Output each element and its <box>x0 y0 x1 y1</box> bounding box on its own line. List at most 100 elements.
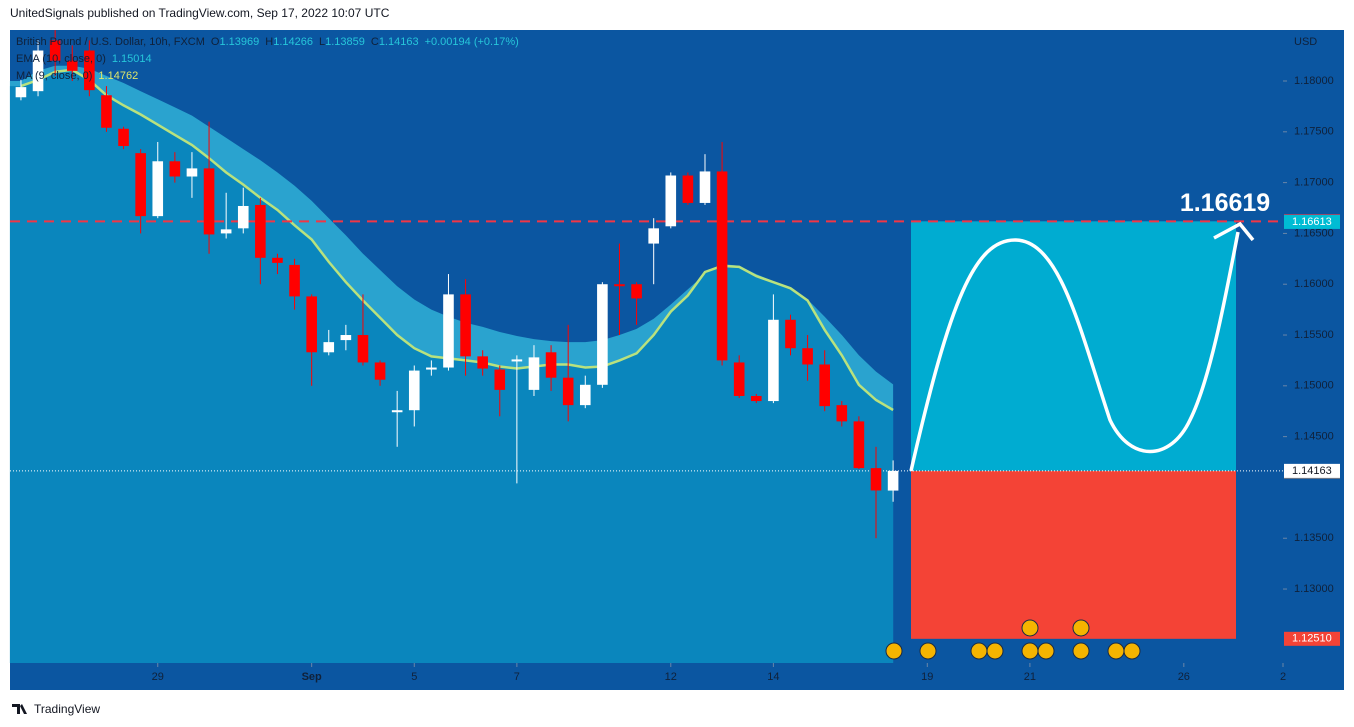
price-tag: 1.14163 <box>1292 465 1332 477</box>
ma-name: MA (9, close, 0) <box>16 70 92 82</box>
ohlc-value: 1.14266 <box>273 36 313 48</box>
candle-body <box>15 87 27 98</box>
candle-body <box>289 264 300 297</box>
candle-body <box>836 405 848 422</box>
candle-body <box>699 171 711 203</box>
footer: TradingView <box>34 702 100 716</box>
y-tick-label: 1.18000 <box>1294 75 1334 87</box>
candle-body <box>870 468 882 491</box>
target-label: 1.16619 <box>1180 189 1270 217</box>
ohlc-value: 1.13969 <box>219 36 259 48</box>
ohlc-key: O <box>211 36 220 48</box>
candle-body <box>169 161 181 177</box>
ohlc-key: L <box>319 36 325 48</box>
candle-body <box>443 294 454 368</box>
candle-body <box>562 377 574 406</box>
header: UnitedSignals published on TradingView.c… <box>10 6 390 20</box>
x-tick-label: 26 <box>1178 671 1190 683</box>
x-tick-label: Sep <box>302 671 322 683</box>
candle-body <box>545 352 557 378</box>
price-tag: 1.16613 <box>1292 216 1332 228</box>
candle-body <box>750 395 762 402</box>
change: +0.00194 (+0.17%) <box>425 36 519 48</box>
candle-body <box>220 229 232 234</box>
candle-body <box>477 356 488 369</box>
candle-body <box>357 335 369 363</box>
price-tag-bg <box>1284 463 1340 478</box>
candle-body <box>186 168 198 177</box>
candle-body <box>203 168 215 235</box>
ohlc-value: 1.13859 <box>325 36 365 48</box>
event-flag <box>1072 619 1090 637</box>
x-tick-label: 21 <box>1024 671 1036 683</box>
logo <box>12 704 27 714</box>
ohlc-value: 1.14163 <box>379 36 419 48</box>
candle-body <box>237 205 249 229</box>
event-flag <box>919 642 937 660</box>
candle-body <box>802 348 813 365</box>
event-flag <box>885 642 903 660</box>
event-flag <box>1021 642 1039 660</box>
price-tag-bg <box>1284 631 1340 646</box>
candle-body <box>118 128 129 147</box>
overlay: 1.16619 <box>885 189 1270 660</box>
y-tick-label: 1.16500 <box>1294 227 1334 239</box>
y-tick-label: 1.17000 <box>1294 177 1334 189</box>
candle-body <box>716 171 728 361</box>
y-tick-label: 1.13500 <box>1294 532 1334 544</box>
candle-body <box>460 294 471 357</box>
event-flag <box>1123 642 1141 660</box>
candle-body <box>494 369 506 390</box>
candle-body <box>84 50 95 91</box>
candle-body <box>631 284 642 299</box>
candle-body <box>101 95 112 128</box>
ohlc-key: H <box>265 36 273 48</box>
plot <box>9 30 1283 664</box>
legend-symbol: British Pound / U.S. Dollar, 10h, FXCM O1… <box>16 36 519 48</box>
candle-body <box>648 228 659 244</box>
candle-body <box>597 284 608 385</box>
legend-ma: MA (9, close, 0) 1.14762 <box>16 70 138 82</box>
event-flag <box>1107 642 1125 660</box>
y-tick-label: 1.14500 <box>1294 431 1334 443</box>
ema-name: EMA (10, close, 0) <box>16 53 106 65</box>
event-flag <box>970 642 988 660</box>
target-zone <box>911 221 1236 471</box>
candle-body <box>682 175 694 203</box>
ma-line <box>20 68 894 412</box>
price-tag: 1.12510 <box>1292 633 1332 645</box>
x-tick-label: 7 <box>514 671 520 683</box>
projection-curve <box>909 231 1240 472</box>
projection-arrow <box>1213 221 1255 242</box>
candle-body <box>66 60 78 71</box>
price-tag-bg <box>1284 214 1340 229</box>
y-tick-label: 1.16000 <box>1294 278 1334 290</box>
y-tick-label: 1.17500 <box>1294 126 1334 138</box>
candle-body <box>733 362 745 396</box>
candle-body <box>853 421 865 469</box>
x-tick-label: 2 <box>1280 671 1286 683</box>
ohlc-key: C <box>371 36 379 48</box>
candle-body <box>272 257 283 263</box>
y-tick-label: 1.15500 <box>1294 329 1334 341</box>
candle-body <box>255 204 266 258</box>
candle-body <box>511 359 523 362</box>
candle-body <box>32 50 44 92</box>
symbol: British Pound / U.S. Dollar, 10h, FXCM <box>16 36 205 48</box>
candle-body <box>152 161 164 217</box>
y-tick-label: 1.15000 <box>1294 380 1334 392</box>
x-tick-label: 19 <box>921 671 933 683</box>
candle-body <box>391 410 403 413</box>
x-tick-label: 5 <box>411 671 417 683</box>
candle-body <box>819 364 830 407</box>
event-flag <box>1072 642 1090 660</box>
ema-value: 1.15014 <box>112 53 152 65</box>
ma-value: 1.14762 <box>98 70 138 82</box>
candle-body <box>306 296 317 353</box>
stop-zone <box>911 470 1236 639</box>
candle-body <box>408 370 420 411</box>
legend-ema: EMA (10, close, 0) 1.15014 <box>16 53 152 65</box>
event-flag <box>986 642 1004 660</box>
